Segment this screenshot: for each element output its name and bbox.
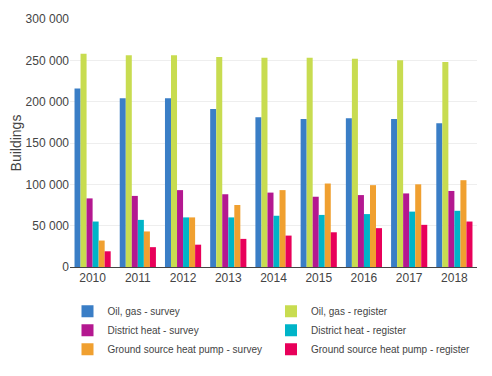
svg-text:2013: 2013 (215, 271, 242, 285)
svg-text:0: 0 (62, 260, 69, 274)
svg-text:District heat - survey: District heat - survey (108, 325, 199, 336)
svg-text:300 000: 300 000 (26, 12, 70, 26)
svg-text:2014: 2014 (260, 271, 287, 285)
svg-text:District heat - register: District heat - register (311, 325, 407, 336)
svg-text:Oil, gas - survey: Oil, gas - survey (108, 306, 180, 317)
svg-text:250 000: 250 000 (26, 54, 70, 68)
svg-text:2011: 2011 (125, 271, 151, 285)
svg-text:2018: 2018 (441, 271, 468, 285)
svg-text:Ground source heat pump - regi: Ground source heat pump - register (311, 344, 470, 355)
svg-text:50 000: 50 000 (32, 219, 69, 233)
svg-text:200 000: 200 000 (26, 95, 70, 109)
svg-text:Buildings: Buildings (8, 115, 24, 172)
svg-text:Oil, gas - register: Oil, gas - register (311, 306, 388, 317)
svg-text:2017: 2017 (396, 271, 423, 285)
svg-text:2012: 2012 (170, 271, 197, 285)
svg-text:2015: 2015 (305, 271, 332, 285)
svg-text:Ground source heat pump - surv: Ground source heat pump - survey (108, 344, 263, 355)
svg-text:2016: 2016 (351, 271, 378, 285)
svg-text:150 000: 150 000 (26, 136, 70, 150)
svg-text:100 000: 100 000 (26, 178, 70, 192)
svg-text:2010: 2010 (79, 271, 106, 285)
